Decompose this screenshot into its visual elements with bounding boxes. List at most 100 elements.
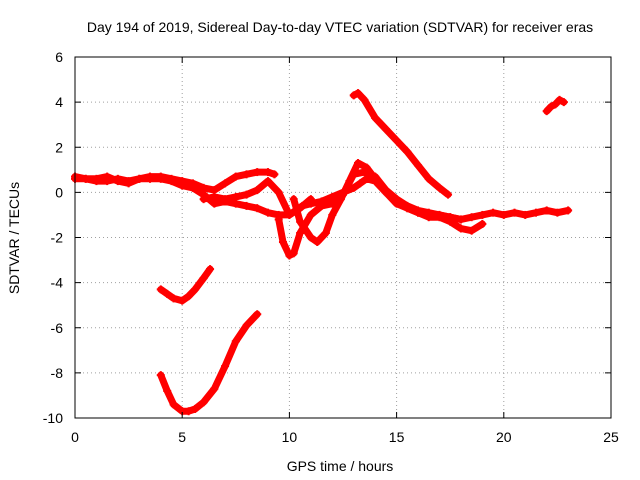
data-point bbox=[253, 168, 262, 177]
data-point bbox=[435, 183, 444, 192]
data-point bbox=[354, 159, 363, 168]
data-point bbox=[553, 208, 562, 217]
data-point bbox=[349, 91, 358, 100]
data-point bbox=[551, 100, 560, 109]
data-point bbox=[221, 195, 230, 204]
chart-title: Day 194 of 2019, Sidereal Day-to-day VTE… bbox=[87, 19, 593, 35]
data-point bbox=[414, 208, 423, 217]
data-point bbox=[231, 199, 240, 208]
data-point bbox=[336, 195, 345, 204]
data-point bbox=[242, 190, 251, 199]
data-point bbox=[542, 206, 551, 215]
data-point bbox=[146, 172, 155, 181]
data-point bbox=[199, 274, 208, 283]
data-point bbox=[446, 217, 455, 226]
data-point bbox=[296, 228, 305, 237]
data-point bbox=[317, 201, 326, 210]
data-point bbox=[210, 384, 219, 393]
data-point bbox=[456, 215, 465, 224]
data-point bbox=[278, 238, 287, 247]
data-point bbox=[392, 199, 401, 208]
x-tick-label: 5 bbox=[178, 429, 186, 445]
data-point bbox=[467, 226, 476, 235]
data-point bbox=[206, 265, 215, 274]
data-point bbox=[178, 177, 187, 186]
data-point bbox=[403, 204, 412, 213]
data-point bbox=[210, 186, 219, 195]
y-tick-label: -8 bbox=[51, 365, 64, 381]
data-point bbox=[210, 192, 219, 201]
data-point bbox=[360, 95, 369, 104]
data-point bbox=[263, 177, 272, 186]
data-point bbox=[285, 251, 294, 260]
ticks: 0 5 10 15 20 25 -10 -8 -6 -4 -2 0 2 4 6 bbox=[43, 49, 619, 445]
data-point bbox=[253, 186, 262, 195]
data-point bbox=[253, 310, 262, 319]
data-point bbox=[113, 177, 122, 186]
data-point bbox=[167, 174, 176, 183]
data-point bbox=[328, 210, 337, 219]
y-tick-label: -2 bbox=[51, 230, 64, 246]
data-point bbox=[199, 398, 208, 407]
data-point bbox=[163, 386, 172, 395]
x-tick-label: 10 bbox=[282, 429, 298, 445]
x-tick-label: 0 bbox=[71, 429, 79, 445]
data-point bbox=[184, 407, 193, 416]
x-axis-title: GPS time / hours bbox=[287, 458, 394, 474]
data-point bbox=[81, 174, 90, 183]
data-point bbox=[424, 213, 433, 222]
data-point bbox=[221, 179, 230, 188]
data-point bbox=[156, 371, 165, 380]
data-point bbox=[531, 208, 540, 217]
data-point bbox=[306, 233, 315, 242]
data-point bbox=[210, 199, 219, 208]
data-point bbox=[289, 249, 298, 258]
data-point bbox=[199, 195, 208, 204]
data-point bbox=[306, 210, 315, 219]
data-point bbox=[178, 296, 187, 305]
data-point bbox=[381, 188, 390, 197]
data-point bbox=[163, 289, 172, 298]
data-point bbox=[321, 228, 330, 237]
data-point bbox=[559, 98, 568, 107]
data-point bbox=[345, 177, 354, 186]
data-point bbox=[242, 170, 251, 179]
data-point bbox=[403, 147, 412, 156]
data-point bbox=[499, 210, 508, 219]
data-point bbox=[392, 136, 401, 145]
data-point bbox=[156, 285, 165, 294]
data-point bbox=[424, 174, 433, 183]
data-point bbox=[371, 113, 380, 122]
data-point bbox=[354, 89, 363, 98]
data-point bbox=[414, 161, 423, 170]
data-point bbox=[231, 172, 240, 181]
data-point bbox=[135, 174, 144, 183]
data-point bbox=[274, 188, 283, 197]
data-point bbox=[169, 294, 178, 303]
data-point bbox=[564, 206, 573, 215]
data-point bbox=[489, 208, 498, 217]
data-point bbox=[306, 195, 315, 204]
data-point bbox=[169, 400, 178, 409]
data-point bbox=[199, 183, 208, 192]
data-point bbox=[349, 183, 358, 192]
data-point bbox=[253, 204, 262, 213]
data-point bbox=[188, 179, 197, 188]
y-axis-title: SDTVAR / TECUs bbox=[6, 182, 22, 294]
data-point bbox=[231, 192, 240, 201]
data-point bbox=[103, 172, 112, 181]
data-point bbox=[478, 210, 487, 219]
data-point bbox=[296, 217, 305, 226]
data-point bbox=[381, 125, 390, 134]
series-layer bbox=[71, 89, 573, 416]
data-point bbox=[444, 190, 453, 199]
series-seg-i bbox=[157, 310, 261, 415]
data-point bbox=[542, 107, 551, 116]
data-point bbox=[191, 404, 200, 413]
data-point bbox=[362, 163, 371, 172]
data-point bbox=[242, 201, 251, 210]
data-point bbox=[124, 179, 133, 188]
data-point bbox=[191, 285, 200, 294]
data-point bbox=[371, 174, 380, 183]
